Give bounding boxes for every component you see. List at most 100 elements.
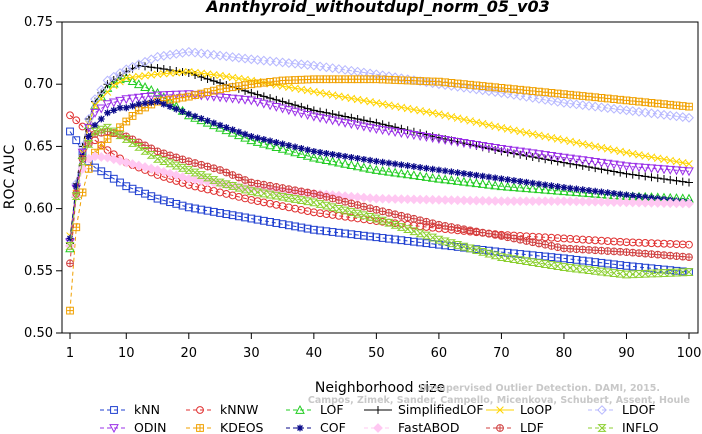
data-point: [215, 50, 225, 61]
data-point: [409, 131, 419, 141]
data-point: [660, 155, 668, 164]
data-point: [452, 195, 463, 206]
data-point: [523, 178, 530, 186]
x-axis: 1 10 20 30 40 50 60 70 80 90 100: [66, 333, 701, 361]
data-point: [310, 87, 318, 96]
data-point: [384, 166, 394, 176]
data-point: [666, 240, 675, 248]
data-point: [346, 208, 356, 216]
data-point: [390, 194, 401, 204]
data-point: [221, 180, 231, 189]
data-point: [258, 55, 269, 66]
data-point: [560, 254, 568, 263]
data-point: [509, 146, 519, 156]
data-point: [571, 155, 582, 165]
data-point: [366, 232, 375, 241]
data-point: [247, 80, 256, 89]
data-point: [197, 89, 206, 98]
data-point: [66, 127, 74, 136]
data-point: [272, 139, 280, 146]
data-point: [335, 92, 343, 100]
data-point: [460, 170, 468, 177]
data-point: [640, 163, 651, 173]
data-point: [622, 238, 631, 247]
data-point: [628, 248, 637, 257]
data-point: [659, 174, 668, 183]
data-point: [371, 125, 382, 135]
data-point: [110, 81, 118, 90]
data-point: [410, 105, 418, 114]
data-point: [672, 101, 681, 110]
data-point: [441, 222, 450, 230]
data-point: [197, 160, 206, 169]
data-point: [90, 108, 100, 118]
data-point: [541, 181, 549, 189]
data-point: [440, 195, 451, 205]
legend-item-knn: kNN: [100, 402, 160, 417]
data-point: [108, 98, 119, 108]
data-point: [635, 249, 643, 257]
data-point: [227, 52, 238, 62]
data-point: [253, 179, 262, 188]
data-point: [598, 188, 605, 196]
data-point: [628, 262, 637, 271]
data-point: [235, 74, 243, 83]
data-point: [341, 93, 349, 102]
data-point: [377, 126, 388, 136]
data-point: [540, 260, 550, 268]
series-knnw: [66, 111, 693, 249]
data-point: [147, 99, 155, 106]
y-tick-label: 0.50: [24, 326, 53, 341]
data-point: [165, 159, 175, 168]
data-point: [621, 162, 632, 172]
data-point: [296, 59, 307, 70]
data-point: [678, 267, 687, 276]
data-point: [291, 222, 299, 231]
data-point: [321, 201, 331, 210]
data-point: [527, 183, 538, 193]
data-point: [590, 101, 601, 112]
data-point: [634, 106, 644, 117]
data-point: [378, 234, 387, 242]
data-point: [309, 198, 319, 207]
data-point: [628, 149, 637, 158]
data-point: [454, 169, 462, 177]
data-point: [272, 219, 281, 227]
data-point: [572, 160, 581, 169]
data-point: [685, 178, 693, 187]
data-point: [365, 123, 375, 133]
data-point: [490, 196, 501, 206]
data-point: [578, 256, 587, 265]
data-point: [528, 238, 537, 247]
data-point: [266, 78, 274, 86]
data-point: [102, 100, 113, 110]
data-point: [566, 184, 574, 192]
data-point: [535, 87, 543, 96]
data-point: [466, 226, 475, 235]
data-point: [409, 214, 418, 223]
data-point: [566, 90, 575, 99]
data-point: [635, 97, 643, 106]
data-point: [516, 250, 525, 258]
legend-item-fastabod: FastABOD: [364, 420, 460, 434]
data-point: [566, 255, 575, 264]
data-point: [540, 94, 551, 105]
data-point: [652, 198, 663, 208]
series-line-inflo: [69, 127, 690, 276]
data-point: [529, 179, 537, 187]
data-point: [134, 142, 144, 151]
data-point: [428, 219, 437, 228]
legend-label: COF: [320, 420, 346, 434]
x-tick-label: 10: [118, 346, 135, 361]
data-point: [602, 197, 613, 207]
data-point: [265, 56, 275, 67]
data-point: [478, 82, 487, 90]
data-point: [321, 115, 332, 125]
data-point: [429, 165, 437, 173]
data-point: [97, 141, 106, 150]
data-point: [346, 120, 357, 130]
data-point: [665, 198, 676, 209]
data-point: [646, 108, 657, 119]
data-point: [147, 192, 156, 201]
data-point: [353, 209, 363, 218]
